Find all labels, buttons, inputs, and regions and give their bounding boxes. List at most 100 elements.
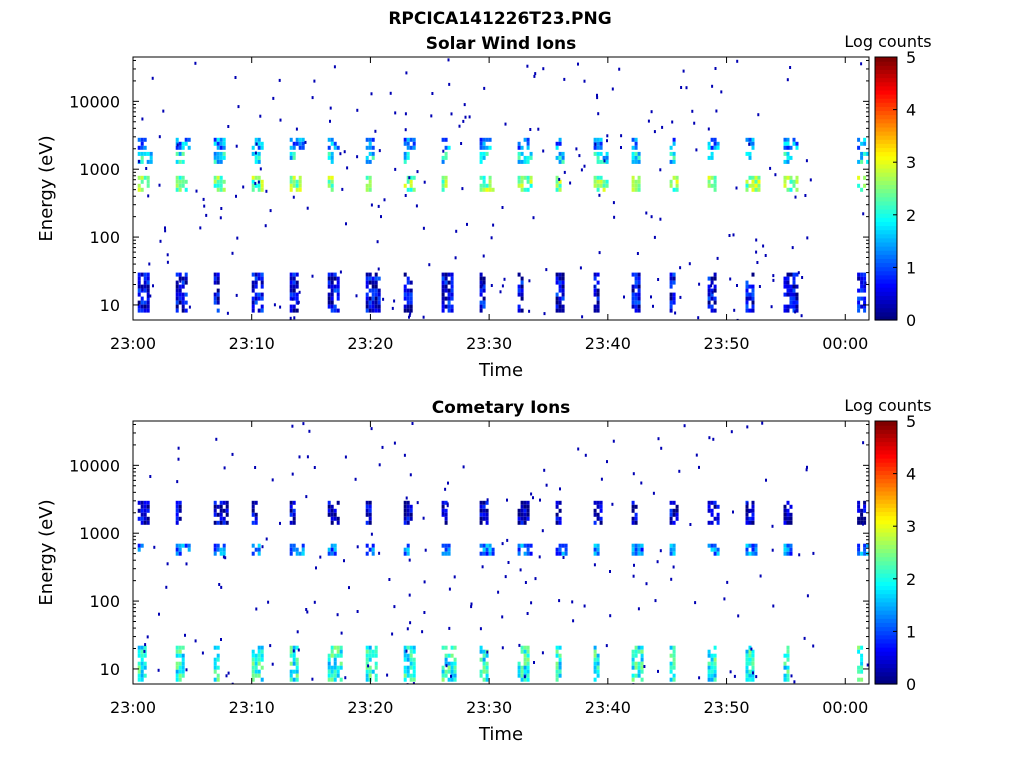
spectrogram-cell <box>225 504 229 509</box>
spectrogram-cell <box>631 151 635 156</box>
spectrogram-cell <box>526 175 530 180</box>
colorbar-step <box>875 527 897 533</box>
spectrogram-cell <box>698 282 701 286</box>
spectrogram-cell <box>371 543 375 548</box>
spectrogram-cell <box>786 551 790 556</box>
spectrogram-cell <box>260 665 264 670</box>
spectrogram-cell <box>254 547 258 552</box>
spectrogram-cell <box>772 274 775 278</box>
spectrogram-cell <box>213 179 217 184</box>
spectrogram-cell <box>441 673 445 678</box>
spectrogram-cell <box>365 512 369 517</box>
spectrogram-cell <box>301 137 305 142</box>
spectrogram-cell <box>713 547 717 552</box>
spectrogram-cell <box>137 137 141 142</box>
spectrogram-cell <box>707 665 711 670</box>
spectrogram-cell <box>479 520 483 525</box>
spectrogram-cell <box>403 151 407 156</box>
spectrogram-cell <box>447 300 451 305</box>
spectrogram-cell <box>447 58 450 62</box>
spectrogram-cell <box>216 272 220 277</box>
spectrogram-cell <box>752 671 754 675</box>
spectrogram-cell <box>786 159 790 164</box>
spectrogram-cell <box>327 551 331 556</box>
spectrogram-cell <box>479 276 483 281</box>
spectrogram-cell <box>254 183 258 188</box>
spectrogram-cell <box>289 280 293 285</box>
spectrogram-cell <box>140 520 144 525</box>
spectrogram-cell <box>330 543 334 548</box>
spectrogram-cell <box>872 268 874 271</box>
spectrogram-cell <box>517 175 521 180</box>
spectrogram-cell <box>339 665 343 670</box>
spectrogram-cell <box>786 187 790 192</box>
spectrogram-cell <box>482 284 486 289</box>
spectrogram-cell <box>857 551 861 556</box>
spectrogram-cell <box>441 508 445 513</box>
spectrogram-cell <box>786 657 790 662</box>
spectrogram-cell <box>333 276 337 281</box>
spectrogram-cell <box>786 665 790 670</box>
spectrogram-cell <box>669 292 673 297</box>
spectrogram-cell <box>857 543 861 548</box>
spectrogram-cell <box>748 308 752 313</box>
spectrogram-cell <box>618 67 621 71</box>
spectrogram-cell <box>336 500 340 505</box>
spectrogram-cell <box>517 308 521 313</box>
spectrogram-cell <box>271 662 274 666</box>
spectrogram-cell <box>634 292 638 297</box>
spectrogram-cell <box>409 175 413 180</box>
spectrogram-cell <box>140 665 144 670</box>
spectrogram-cell <box>637 187 641 192</box>
spectrogram-cell <box>137 677 141 682</box>
spectrogram-cell <box>327 300 331 305</box>
spectrogram-cell <box>501 206 504 209</box>
spectrogram-cell <box>669 512 673 517</box>
colorbar-step <box>875 266 897 272</box>
colorbar-step <box>875 647 897 652</box>
spectrogram-cell <box>225 512 229 517</box>
spectrogram-cell <box>403 453 406 457</box>
spectrogram-cell <box>257 159 261 164</box>
spectrogram-cell <box>406 175 410 180</box>
spectrogram-cell <box>806 594 809 598</box>
spectrogram-cell <box>526 669 530 674</box>
spectrogram-cell <box>181 543 185 548</box>
spectrogram-cell <box>368 276 372 281</box>
spectrogram-cell <box>137 183 141 188</box>
spectrogram-cell <box>762 244 765 248</box>
spectrogram-cell <box>640 551 644 556</box>
spectrogram-cell <box>529 128 532 131</box>
spectrogram-cell <box>257 175 261 180</box>
spectrogram-cell <box>412 145 416 150</box>
spectrogram-cell <box>755 238 758 242</box>
spectrogram-cell <box>751 141 755 146</box>
spectrogram-cell <box>558 151 562 156</box>
spectrogram-cell <box>688 262 691 266</box>
spectrogram-cell <box>558 304 562 309</box>
spectrogram-cell <box>404 194 407 197</box>
spectrogram-cell <box>789 512 793 517</box>
spectrogram-cell <box>344 455 347 459</box>
spectrogram-cell <box>710 661 714 666</box>
spectrogram-cell <box>672 292 676 297</box>
spectrogram-cell <box>251 145 255 150</box>
spectrogram-cell <box>501 542 504 546</box>
spectrogram-cell <box>751 520 755 525</box>
spectrogram-cell <box>593 551 597 556</box>
spectrogram-cell <box>482 508 486 513</box>
spectrogram-cell <box>710 547 714 552</box>
spectrogram-cell <box>444 551 448 556</box>
spectrogram-cell <box>453 673 457 678</box>
spectrogram-cell <box>517 141 521 146</box>
y-axis-label: Energy (eV) <box>36 135 57 241</box>
spectrogram-cell <box>745 520 749 525</box>
spectrogram-cell <box>292 657 296 662</box>
spectrogram-cell <box>751 288 755 293</box>
spectrogram-cell <box>333 65 336 69</box>
spectrogram-cell <box>177 446 180 450</box>
spectrogram-cell <box>216 547 220 552</box>
spectrogram-cell <box>640 661 644 666</box>
spectrogram-cell <box>447 296 451 301</box>
spectrogram-cell <box>292 292 296 297</box>
